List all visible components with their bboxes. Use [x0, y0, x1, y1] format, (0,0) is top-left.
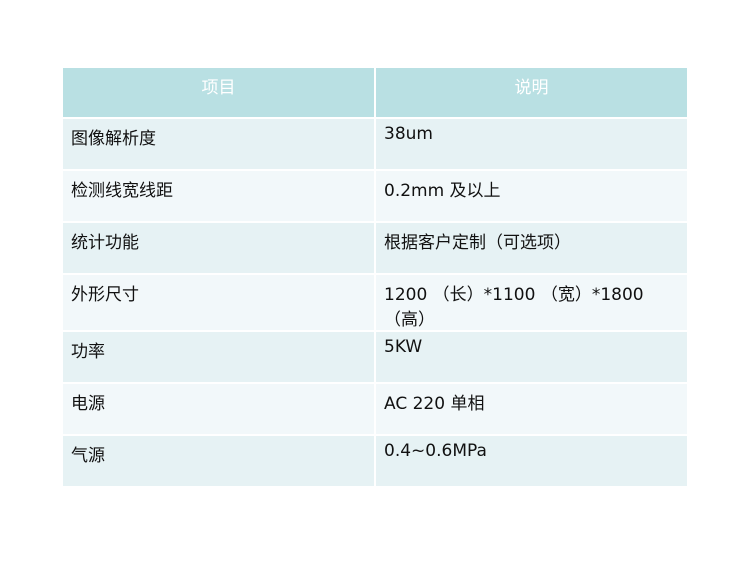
cell-description: 根据客户定制（可选项）	[374, 221, 687, 274]
cell-description: 0.2mm 及以上	[374, 169, 687, 222]
cell-description: 38um	[374, 117, 687, 170]
header-description: 说明	[374, 66, 687, 118]
table-row: 电源 AC 220 单相	[63, 382, 687, 435]
table-row: 功率 5KW	[63, 330, 687, 383]
cell-description: 0.4~0.6MPa	[374, 434, 687, 486]
cell-item: 统计功能	[63, 221, 375, 274]
table-row: 统计功能 根据客户定制（可选项）	[63, 221, 687, 274]
cell-description: 5KW	[374, 330, 687, 383]
cell-item: 电源	[63, 382, 375, 435]
table-row: 检测线宽线距 0.2mm 及以上	[63, 169, 687, 222]
cell-item: 外形尺寸	[63, 273, 375, 331]
cell-item: 气源	[63, 434, 375, 486]
table-row: 气源 0.4~0.6MPa	[63, 434, 687, 486]
cell-description: AC 220 单相	[374, 382, 687, 435]
cell-item: 图像解析度	[63, 117, 375, 170]
cell-item: 检测线宽线距	[63, 169, 375, 222]
table-row: 图像解析度 38um	[63, 117, 687, 170]
spec-table: 项目 说明 图像解析度 38um 检测线宽线距 0.2mm 及以上 统计功能 根据客户定制…	[63, 66, 687, 486]
table-header-row: 项目 说明	[63, 66, 687, 118]
cell-item: 功率	[63, 330, 375, 383]
table-row: 外形尺寸 1200 （长）*1100 （宽）*1800 （高）	[63, 273, 687, 331]
cell-description: 1200 （长）*1100 （宽）*1800 （高）	[374, 273, 687, 331]
header-item: 项目	[63, 66, 375, 118]
